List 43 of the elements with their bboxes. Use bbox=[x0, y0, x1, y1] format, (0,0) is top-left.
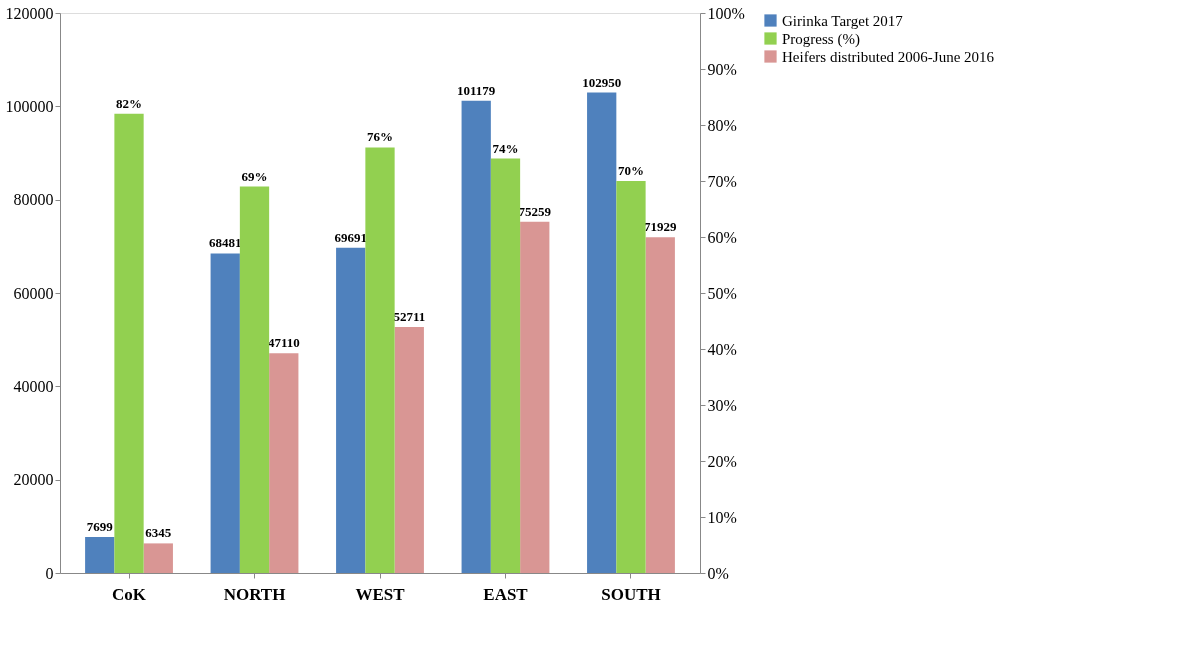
y2-tick-label: 100% bbox=[707, 4, 745, 22]
data-label: 47110 bbox=[267, 335, 300, 351]
y-tick-label: 80000 bbox=[13, 191, 54, 209]
y2-tick-label: 80% bbox=[707, 116, 737, 134]
y2-tick-label: 70% bbox=[707, 172, 737, 190]
x-tick-label: NORTH bbox=[223, 584, 286, 604]
x-tick-label: SOUTH bbox=[601, 584, 661, 604]
data-label: 7699 bbox=[86, 519, 114, 535]
data-label: 75259 bbox=[518, 203, 552, 219]
y-tick-label: 100000 bbox=[5, 97, 54, 115]
y-tick-label: 0 bbox=[45, 564, 54, 582]
legend-label: Progress (%) bbox=[782, 30, 860, 48]
y-tick-label: 20000 bbox=[13, 471, 54, 489]
data-label: 82% bbox=[116, 95, 143, 111]
data-label: 76% bbox=[367, 129, 393, 145]
data-label: 69% bbox=[241, 168, 268, 184]
x-tick-label: CoK bbox=[112, 584, 147, 604]
data-label: 74% bbox=[492, 140, 519, 156]
y-tick-label: 120000 bbox=[5, 4, 54, 22]
y2-tick-label: 0% bbox=[707, 564, 729, 582]
data-label: 68481 bbox=[208, 235, 242, 251]
data-label: 70% bbox=[617, 163, 644, 178]
y2-tick-label: 50% bbox=[707, 284, 737, 302]
y2-tick-label: 10% bbox=[707, 508, 737, 526]
y2-tick-label: 20% bbox=[707, 452, 737, 470]
data-label: 71929 bbox=[644, 219, 678, 235]
y2-tick-label: 30% bbox=[707, 396, 737, 414]
x-tick-label: WEST bbox=[355, 584, 406, 604]
legend-label: Heifers distributed 2006-June 2016 bbox=[782, 48, 995, 65]
data-label: 6345 bbox=[145, 525, 172, 541]
y2-tick-label: 60% bbox=[707, 228, 737, 246]
bar bbox=[85, 537, 115, 573]
x-tick-label: EAST bbox=[483, 584, 529, 604]
data-label: 101179 bbox=[457, 82, 496, 98]
y2-tick-label: 90% bbox=[707, 60, 737, 78]
y-tick-label: 60000 bbox=[13, 284, 54, 302]
data-label: 69691 bbox=[334, 229, 367, 245]
data-label: 52711 bbox=[393, 309, 426, 325]
y-tick-label: 40000 bbox=[13, 377, 54, 395]
y2-tick-label: 40% bbox=[707, 340, 737, 358]
bar bbox=[143, 543, 173, 573]
legend-label: Girinka Target 2017 bbox=[782, 12, 904, 29]
data-label: 102950 bbox=[582, 74, 622, 90]
